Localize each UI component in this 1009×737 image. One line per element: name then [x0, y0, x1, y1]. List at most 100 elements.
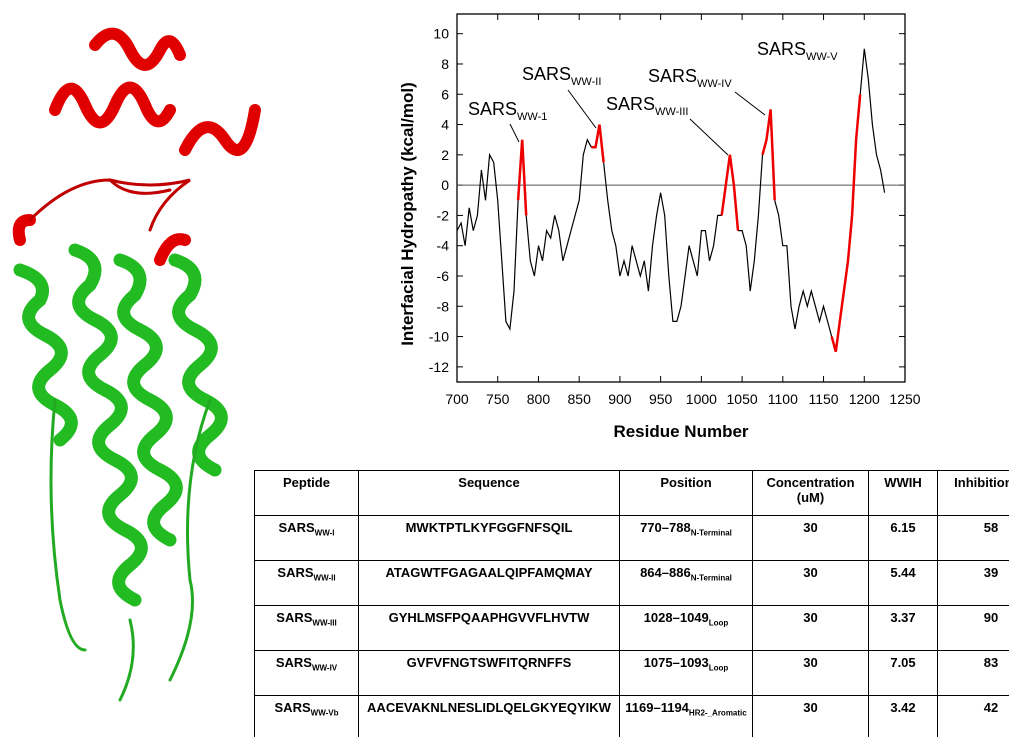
y-tick-label: 8: [441, 56, 449, 72]
table-cell: 3.42: [868, 695, 938, 737]
x-tick-label: 1200: [849, 391, 880, 407]
y-tick-label: 0: [441, 177, 449, 193]
table-cell: 30: [752, 650, 869, 696]
annotation-sub: WW-III: [655, 106, 688, 118]
table-cell: 864–886N-Terminal: [619, 560, 753, 606]
helix: [168, 253, 228, 477]
table-cell: SARSWW-I: [254, 515, 359, 561]
table-row: SARSWW-II ATAGWTFGAGAALQIPFAMQMAY 864–886N…: [254, 560, 1009, 606]
table-cell: 30: [752, 560, 869, 606]
cell-text: SARS: [277, 565, 314, 580]
x-axis-label: Residue Number: [613, 422, 748, 441]
annotation-arrow: [509, 123, 520, 143]
cell-text: 770–788: [640, 520, 691, 535]
header-cell: Peptide: [254, 470, 359, 516]
table-cell: 1169–1194HR2-_Aromatic: [619, 695, 753, 737]
line-series: [516, 94, 862, 353]
plot-frame: [456, 13, 906, 383]
y-tick-label: 10: [433, 26, 449, 42]
cell-subscript: HR2-_Aromatic: [688, 708, 747, 718]
y-tick-label: -8: [437, 298, 450, 314]
table-cell: 6.15: [868, 515, 938, 561]
table-cell: 90: [937, 605, 1009, 651]
cell-subscript: WW-III: [312, 618, 337, 628]
loop: [28, 178, 191, 232]
x-tick-label: 900: [608, 391, 632, 407]
cell-subscript: Loop: [708, 663, 729, 673]
table-cell: 5.44: [868, 560, 938, 606]
table-container: Peptide Sequence Position Concentration (uM…: [254, 470, 1009, 737]
table-cell: 770–788N-Terminal: [619, 515, 753, 561]
cell-subscript: N-Terminal: [690, 573, 732, 583]
green-loops: [49, 398, 212, 702]
table-cell: MWKTPTLKYFGGFNFSQIL: [358, 515, 620, 561]
cell-text: SARS: [278, 520, 315, 535]
header-cell: WWIH: [868, 470, 938, 516]
table-cell: SARSWW-IV: [254, 650, 359, 696]
annotation-text: SARS: [648, 66, 697, 86]
x-tick-label: 750: [486, 391, 510, 407]
y-tick-label: -10: [429, 329, 449, 345]
annotation-arrow: [567, 89, 597, 129]
table-cell: 30: [752, 695, 869, 737]
y-tick-label: 6: [441, 86, 449, 102]
y-axis-label: Interfacial Hydropathy (kcal/mol): [398, 82, 417, 346]
y-tick-label: -12: [429, 359, 449, 375]
annotation: SARSWW-III: [606, 94, 688, 118]
table-cell: 30: [752, 605, 869, 651]
header-cell: Concentration (uM): [752, 470, 869, 516]
x-tick-label: 850: [568, 391, 592, 407]
cell-text: 1075–1093: [643, 655, 709, 670]
red-loops: [28, 178, 191, 232]
cell-subscript: WW-IV: [311, 663, 338, 673]
helix: [89, 27, 186, 71]
y-tick-label: -6: [437, 268, 450, 284]
table-cell: GVFVFNGTSWFITQRNFFS: [358, 650, 620, 696]
cell-text: 1028–1049: [643, 610, 709, 625]
x-tick-label: 1150: [808, 391, 838, 407]
x-tick-label: 1050: [727, 391, 758, 407]
helix: [12, 214, 36, 246]
annotation-sub: WW-1: [517, 111, 547, 123]
table: Peptide Sequence Position Concentration (uM…: [254, 470, 1009, 737]
table-cell: SARSWW-III: [254, 605, 359, 651]
cell-text: SARS: [276, 610, 313, 625]
header-cell: Inhibition %: [937, 470, 1009, 516]
y-tick-label: 2: [441, 147, 449, 163]
table-cell: 1075–1093Loop: [619, 650, 753, 696]
annotation-text: SARS: [468, 99, 517, 119]
annotation-sub: WW-II: [571, 76, 601, 88]
cell-subscript: N-Terminal: [690, 528, 732, 538]
table-row: SARSWW-Vb AACEVAKNLNESLIDLQELGKYEQYIKW 116…: [254, 695, 1009, 737]
cell-subscript: WW-II: [313, 573, 336, 583]
helix: [49, 81, 176, 129]
helix: [113, 253, 183, 547]
annotation-sub: WW-IV: [697, 78, 732, 90]
loop: [168, 398, 212, 682]
annotation-arrow: [689, 118, 729, 156]
annotation: SARSWW-IV: [648, 66, 732, 90]
table-cell: 7.05: [868, 650, 938, 696]
header-row: Peptide Sequence Position Concentration (uM…: [254, 470, 1009, 516]
table-cell: GYHLMSFPQAAPHGVVFLHVTW: [358, 605, 620, 651]
table-cell: 30: [752, 515, 869, 561]
annotation-sub: WW-V: [806, 51, 838, 63]
annotation: SARSWW-II: [522, 64, 601, 88]
cell-text: 1169–1194: [625, 700, 689, 715]
table-row: SARSWW-IV GVFVFNGTSWFITQRNFFS 1075–1093Loo…: [254, 650, 1009, 696]
table-cell: 83: [937, 650, 1009, 696]
table-cell: SARSWW-II: [254, 560, 359, 606]
line-series: [456, 48, 886, 337]
annotation-arrow: [734, 91, 766, 116]
cell-text: 864–886: [640, 565, 691, 580]
table-cell: 1028–1049Loop: [619, 605, 753, 651]
x-tick-label: 800: [527, 391, 551, 407]
helix: [154, 233, 191, 266]
header-cell: Sequence: [358, 470, 620, 516]
table-cell: 58: [937, 515, 1009, 561]
table-row: SARSWW-I MWKTPTLKYFGGFNFSQIL 770–788N-Term…: [254, 515, 1009, 561]
table-cell: AACEVAKNLNESLIDLQELGKYEQYIKW: [358, 695, 620, 737]
loop: [49, 398, 87, 652]
loop: [108, 178, 172, 195]
